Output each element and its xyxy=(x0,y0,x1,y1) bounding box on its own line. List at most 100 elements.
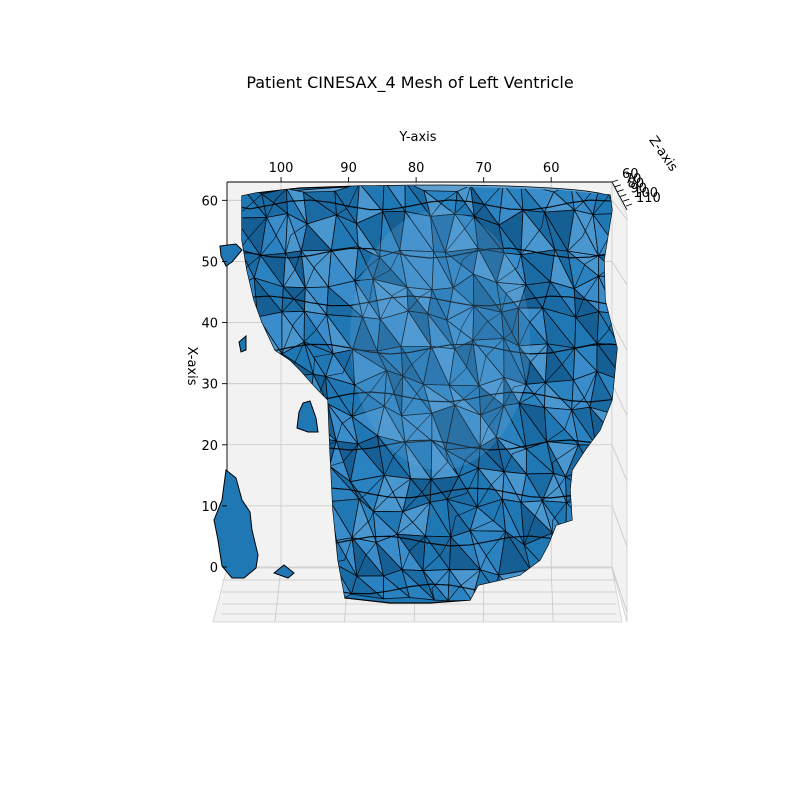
mesh-edge xyxy=(523,500,543,546)
mesh-contour xyxy=(242,295,617,307)
mesh-edge xyxy=(480,377,505,416)
left-ventricle-mesh xyxy=(213,184,618,604)
mesh-edge xyxy=(503,448,527,472)
side-grid-line xyxy=(611,505,628,547)
mesh-edge xyxy=(325,349,353,377)
mesh-edge xyxy=(303,314,327,343)
mesh-edge xyxy=(404,412,433,444)
y-axis-label: Y-axis xyxy=(398,130,436,145)
mesh-edge xyxy=(476,471,505,508)
mesh-edge xyxy=(351,511,374,538)
mesh-wireframe xyxy=(242,186,617,603)
mesh-edge xyxy=(397,501,431,535)
mesh-edge xyxy=(496,254,522,283)
z-tick-label: 90 xyxy=(630,181,647,196)
x-tick-label: 10 xyxy=(201,500,218,515)
z-tick-mark xyxy=(620,193,627,197)
x-tick-label: 0 xyxy=(210,561,218,576)
mesh-edge xyxy=(430,191,458,217)
mesh-edge xyxy=(430,449,449,480)
mesh-edge xyxy=(479,405,504,447)
mesh-fragment-top-left xyxy=(219,243,243,267)
z-tick-label: 60 xyxy=(622,167,639,182)
mesh-facet xyxy=(401,568,436,601)
mesh-edge xyxy=(503,383,527,406)
mesh-edge xyxy=(336,186,360,216)
z-tick-label: 100 xyxy=(633,186,658,201)
x-tick-label: 50 xyxy=(201,255,218,270)
mesh-edge xyxy=(503,308,519,339)
mesh-edge xyxy=(458,446,481,477)
mesh-edge xyxy=(305,249,332,288)
mesh-contour xyxy=(242,247,617,259)
right-pane xyxy=(611,181,628,623)
y-tick-label: 100 xyxy=(269,161,294,176)
z-tick-mark xyxy=(625,203,633,207)
mesh-edge xyxy=(501,284,527,313)
mesh-contour xyxy=(242,343,617,355)
side-grid-line xyxy=(611,566,628,613)
mesh-edge xyxy=(313,353,334,375)
mesh-edge xyxy=(526,343,548,385)
x-axis-ticks: 0 10 20 30 40 50 60 xyxy=(201,194,227,576)
z-tick-mark xyxy=(623,198,630,202)
side-grid-line xyxy=(611,200,628,220)
mesh-edge xyxy=(379,286,408,320)
mesh-edge xyxy=(242,193,263,219)
x-axis-label: X-axis xyxy=(184,347,199,386)
mesh-edge xyxy=(401,384,424,416)
mesh-edge xyxy=(402,346,432,377)
mesh-edge xyxy=(373,478,411,512)
mesh-contour xyxy=(242,199,617,211)
mesh-edge xyxy=(551,502,567,534)
mesh-edge xyxy=(285,223,308,254)
mesh-edge xyxy=(281,311,305,354)
mesh-edge xyxy=(478,338,505,386)
x-tick-label: 60 xyxy=(201,194,218,209)
z-tick-label: 80 xyxy=(628,177,645,192)
mesh-facet xyxy=(383,575,411,600)
mesh-edge xyxy=(518,307,543,347)
mesh-facet xyxy=(422,570,450,602)
floor-grid-line xyxy=(550,567,554,623)
mesh-edge xyxy=(356,542,377,577)
z-tick-label: 110 xyxy=(636,191,661,206)
mesh-edge xyxy=(444,216,475,253)
mesh-edge xyxy=(447,467,479,500)
mesh-edge xyxy=(383,442,406,476)
mesh-inner-shading xyxy=(350,210,530,470)
y-tick-label: 90 xyxy=(340,161,357,176)
z-tick-mark xyxy=(611,179,619,183)
x-tick-label: 20 xyxy=(201,439,218,454)
mesh-edge xyxy=(281,287,306,313)
mesh-edge xyxy=(351,370,387,417)
mesh-fragment-small xyxy=(296,400,319,433)
z-axis-label: Z-axis xyxy=(645,134,680,175)
mesh-edge xyxy=(571,371,598,411)
mesh-edge xyxy=(575,275,599,318)
floor-grid-line xyxy=(274,567,282,623)
mesh-edge xyxy=(542,476,566,502)
x-tick-label: 40 xyxy=(201,317,218,332)
mesh-edge xyxy=(454,305,475,350)
mesh-edge xyxy=(358,475,385,500)
side-grid-line xyxy=(611,322,628,351)
mesh-edge xyxy=(266,188,287,218)
mesh-edge xyxy=(260,213,288,256)
mesh-edge xyxy=(545,347,576,383)
side-grid-line xyxy=(611,444,628,482)
mesh-edge xyxy=(372,250,401,280)
mesh-edge xyxy=(422,536,452,571)
mesh-edge xyxy=(335,416,353,442)
mesh-edge xyxy=(567,214,594,252)
mesh-edge xyxy=(551,444,579,474)
chart-title: Patient CINESAX_4 Mesh of Left Ventricle xyxy=(246,73,573,93)
side-grid-line xyxy=(611,261,628,286)
mesh-edge xyxy=(546,409,573,442)
mesh-edge xyxy=(469,499,503,532)
y-tick-label: 80 xyxy=(408,161,425,176)
mesh-edge xyxy=(402,479,432,513)
mesh-edge xyxy=(520,212,545,255)
